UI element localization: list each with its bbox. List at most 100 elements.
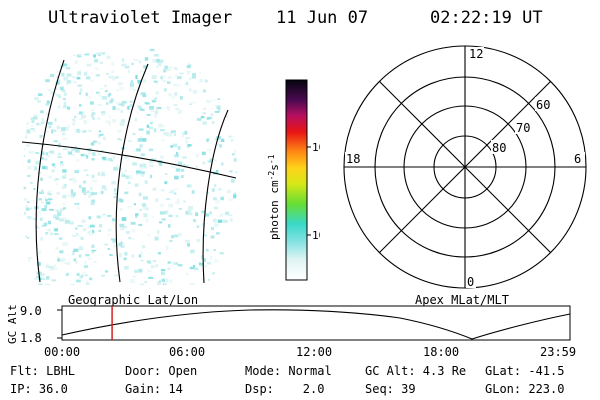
emission-pixel (119, 122, 125, 126)
emission-pixel (202, 264, 208, 268)
emission-pixel (106, 55, 111, 60)
emission-pixel (165, 278, 169, 283)
emission-pixel (97, 103, 102, 107)
emission-pixel (107, 157, 112, 161)
emission-pixel (93, 260, 97, 263)
emission-pixel (232, 153, 235, 156)
emission-pixel (139, 164, 142, 168)
emission-pixel (92, 152, 96, 156)
emission-pixel (127, 105, 130, 110)
emission-pixel (81, 111, 85, 114)
emission-pixel (72, 118, 76, 122)
emission-pixel (110, 238, 116, 241)
emission-pixel (196, 225, 200, 228)
emission-pixel (81, 189, 86, 193)
emission-pixel (28, 216, 34, 220)
emission-pixel (51, 152, 56, 155)
emission-pixel (50, 91, 56, 95)
emission-pixel (208, 279, 213, 281)
emission-pixel (48, 195, 52, 198)
emission-pixel (168, 133, 173, 137)
emission-pixel (87, 150, 93, 155)
emission-pixel (44, 158, 48, 161)
emission-pixel (213, 68, 217, 71)
emission-pixel (138, 128, 144, 131)
emission-pixel (114, 188, 117, 192)
emission-pixel (147, 269, 152, 273)
emission-pixel (49, 209, 54, 211)
emission-pixel (33, 188, 36, 191)
emission-pixel (57, 95, 62, 98)
emission-pixel (163, 88, 167, 92)
emission-pixel (171, 50, 177, 53)
emission-pixel (173, 133, 177, 136)
emission-pixel (200, 116, 205, 119)
emission-pixel (124, 251, 128, 256)
emission-pixel (115, 107, 120, 110)
emission-pixel (161, 139, 165, 142)
emission-pixel (215, 86, 220, 89)
emission-pixel (195, 64, 198, 68)
emission-pixel (161, 189, 165, 192)
emission-pixel (73, 258, 77, 262)
emission-pixel (40, 236, 44, 241)
emission-pixel (175, 107, 180, 111)
emission-pixel (92, 192, 97, 195)
emission-pixel (213, 273, 219, 278)
emission-pixel (159, 124, 165, 128)
emission-pixel (37, 51, 41, 55)
emission-pixel (186, 65, 191, 69)
emission-pixel (186, 56, 191, 61)
emission-pixel (174, 154, 179, 158)
emission-pixel (78, 246, 83, 250)
emission-pixel (99, 134, 103, 136)
emission-pixel (191, 190, 195, 194)
emission-pixel (190, 101, 196, 104)
emission-pixel (185, 239, 190, 243)
emission-pixel (144, 102, 149, 105)
seq-info: Seq: 39 (365, 382, 416, 396)
emission-pixel (58, 56, 61, 60)
emission-pixel (168, 224, 171, 228)
emission-pixel (206, 139, 209, 142)
emission-pixel (79, 104, 82, 107)
emission-pixel (137, 82, 141, 85)
emission-pixel (104, 187, 107, 191)
emission-pixel (25, 56, 29, 61)
emission-pixel (178, 208, 182, 210)
emission-pixel (176, 76, 182, 80)
emission-pixel (210, 99, 216, 102)
emission-pixel (51, 52, 57, 56)
emission-pixel (87, 258, 92, 260)
emission-pixel (98, 53, 101, 57)
emission-pixel (23, 187, 27, 190)
emission-pixel (130, 279, 135, 284)
emission-pixel (177, 84, 181, 87)
emission-pixel (121, 64, 126, 67)
emission-pixel (138, 223, 143, 227)
emission-pixel (209, 158, 213, 163)
emission-pixel (155, 107, 159, 111)
emission-pixel (114, 274, 119, 277)
emission-pixel (223, 219, 228, 223)
emission-pixel (106, 215, 112, 217)
emission-pixel (58, 237, 63, 240)
emission-pixel (23, 198, 26, 201)
emission-pixel (173, 84, 177, 87)
emission-pixel (203, 234, 207, 237)
emission-pixel (45, 284, 50, 285)
emission-pixel (78, 184, 82, 189)
emission-pixel (131, 228, 136, 233)
emission-pixel (40, 110, 44, 114)
emission-pixel (56, 79, 61, 82)
emission-pixel (149, 126, 154, 130)
emission-pixel (159, 59, 164, 63)
colorbar-tick-100: 100 (312, 141, 320, 154)
emission-pixel (88, 225, 91, 228)
emission-pixel (64, 219, 70, 224)
emission-pixel (49, 150, 54, 154)
emission-pixel (231, 136, 236, 138)
altitude-curve (61, 309, 571, 340)
emission-pixel (30, 207, 33, 210)
emission-pixel (218, 188, 222, 191)
